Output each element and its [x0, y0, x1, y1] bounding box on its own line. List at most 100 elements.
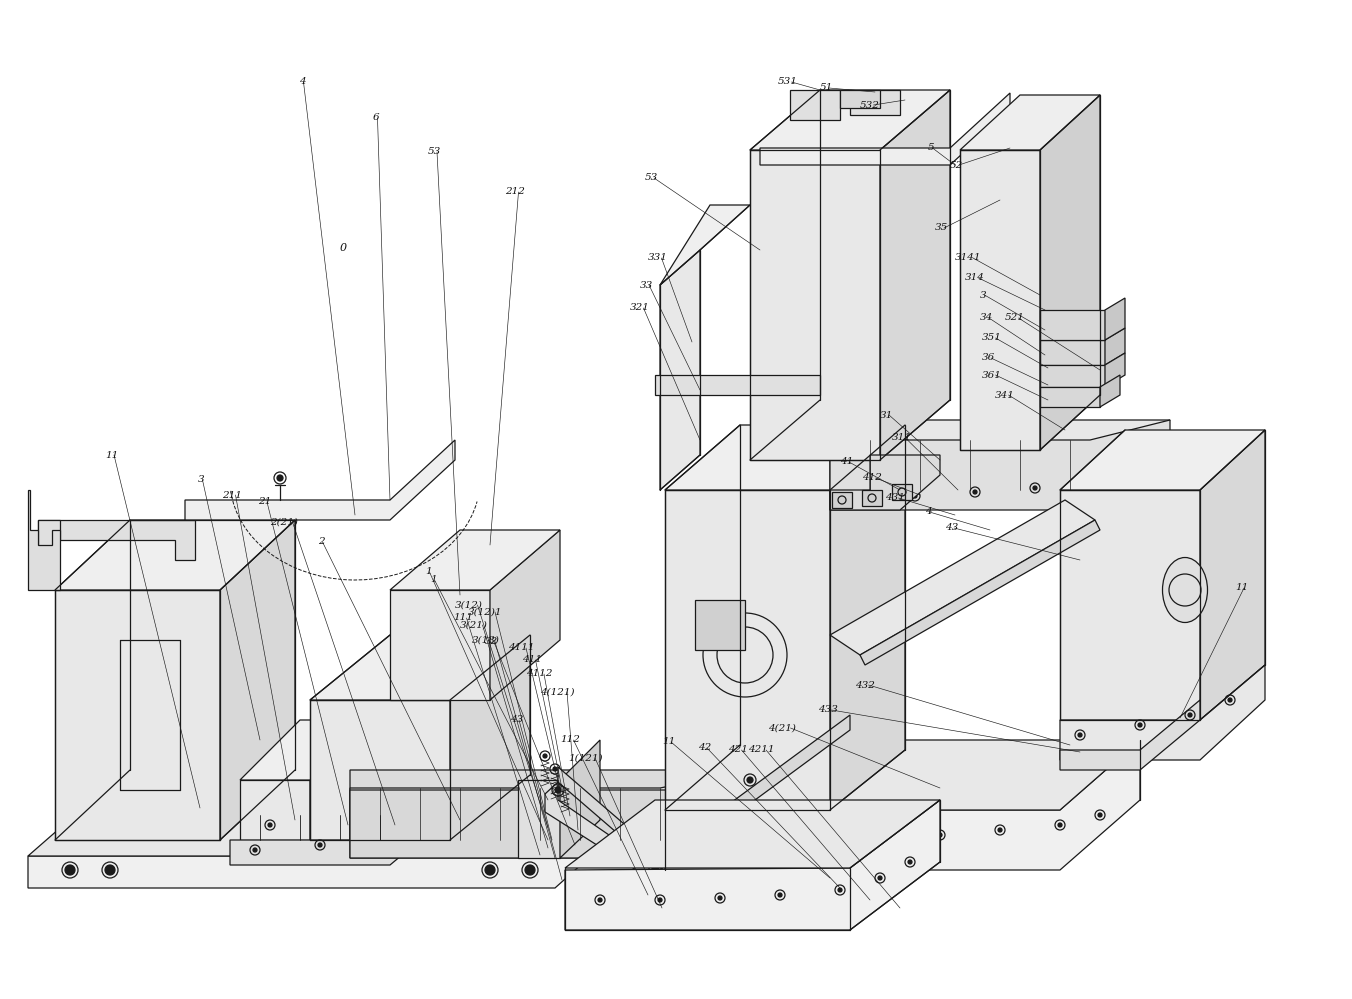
Circle shape	[1109, 462, 1111, 466]
Polygon shape	[55, 520, 295, 590]
Text: 431: 431	[886, 494, 904, 502]
Circle shape	[748, 777, 753, 783]
Polygon shape	[558, 715, 850, 870]
Polygon shape	[830, 500, 1095, 655]
Circle shape	[1088, 476, 1092, 480]
Text: 11: 11	[1234, 583, 1248, 592]
Circle shape	[1138, 448, 1142, 452]
Polygon shape	[1060, 665, 1265, 760]
Circle shape	[1098, 813, 1102, 817]
Polygon shape	[660, 205, 750, 285]
Polygon shape	[1101, 375, 1119, 407]
Text: 1: 1	[425, 567, 431, 576]
Text: 43: 43	[510, 715, 523, 724]
Text: 0: 0	[339, 243, 347, 253]
Polygon shape	[695, 600, 745, 650]
Polygon shape	[489, 530, 560, 700]
Text: 53: 53	[645, 174, 658, 183]
Text: 4(121): 4(121)	[539, 687, 575, 696]
Polygon shape	[830, 455, 940, 510]
Text: 361: 361	[982, 371, 1002, 380]
Circle shape	[1138, 723, 1142, 727]
Polygon shape	[230, 790, 450, 865]
Polygon shape	[518, 780, 560, 858]
Text: 43: 43	[945, 523, 959, 532]
Text: 3(21): 3(21)	[460, 620, 488, 629]
Circle shape	[818, 838, 822, 842]
Text: 211: 211	[222, 491, 242, 500]
Polygon shape	[1105, 353, 1125, 387]
Text: 3(13): 3(13)	[472, 635, 500, 644]
Text: 6: 6	[373, 114, 380, 123]
Text: 411: 411	[522, 655, 542, 664]
Circle shape	[553, 838, 557, 842]
Text: 52: 52	[950, 161, 963, 170]
Text: 32: 32	[485, 637, 499, 646]
Polygon shape	[545, 782, 660, 882]
Text: 1(121): 1(121)	[568, 753, 603, 762]
Polygon shape	[960, 150, 1040, 450]
Polygon shape	[350, 770, 750, 858]
Circle shape	[727, 784, 731, 788]
Circle shape	[553, 767, 557, 771]
Text: 21: 21	[258, 498, 272, 506]
Circle shape	[877, 876, 882, 880]
Polygon shape	[831, 492, 852, 508]
Circle shape	[998, 828, 1002, 832]
Text: 33: 33	[639, 281, 653, 290]
Polygon shape	[55, 590, 220, 840]
Text: 35: 35	[936, 224, 948, 233]
Polygon shape	[790, 90, 840, 120]
Text: 4112: 4112	[526, 669, 553, 678]
Text: 3(12): 3(12)	[456, 600, 483, 609]
Text: 311: 311	[892, 434, 911, 443]
Circle shape	[318, 843, 322, 847]
Polygon shape	[1040, 387, 1101, 407]
Text: 432: 432	[854, 680, 875, 689]
Text: 331: 331	[648, 254, 668, 263]
Circle shape	[65, 865, 74, 875]
Polygon shape	[830, 420, 1169, 510]
Polygon shape	[863, 490, 882, 506]
Polygon shape	[830, 425, 904, 810]
Polygon shape	[850, 90, 900, 115]
Circle shape	[698, 838, 702, 842]
Polygon shape	[389, 530, 560, 590]
Text: 3(12)1: 3(12)1	[468, 607, 503, 616]
Circle shape	[383, 838, 387, 842]
Text: 421: 421	[727, 745, 748, 754]
Polygon shape	[450, 635, 530, 840]
Circle shape	[662, 814, 667, 818]
Polygon shape	[892, 484, 913, 500]
Text: 4111: 4111	[508, 643, 534, 652]
Polygon shape	[654, 375, 821, 395]
Polygon shape	[350, 790, 740, 858]
Circle shape	[612, 834, 617, 838]
Text: 532: 532	[860, 101, 880, 110]
Circle shape	[758, 838, 763, 842]
Polygon shape	[560, 740, 600, 858]
Text: 4211: 4211	[748, 745, 775, 754]
Text: 41: 41	[840, 458, 853, 467]
Circle shape	[544, 754, 548, 758]
Circle shape	[493, 842, 498, 846]
Circle shape	[938, 833, 942, 837]
Text: 351: 351	[982, 334, 1002, 343]
Polygon shape	[1060, 490, 1201, 720]
Polygon shape	[665, 740, 1140, 810]
Circle shape	[913, 494, 917, 498]
Circle shape	[105, 865, 115, 875]
Polygon shape	[310, 720, 370, 840]
Text: 11: 11	[105, 451, 118, 460]
Text: 42: 42	[698, 743, 711, 752]
Circle shape	[268, 823, 272, 827]
Circle shape	[429, 846, 433, 850]
Text: 412: 412	[863, 474, 882, 483]
Polygon shape	[310, 700, 450, 840]
Polygon shape	[38, 520, 195, 560]
Text: 36: 36	[982, 354, 995, 363]
Circle shape	[658, 898, 662, 902]
Circle shape	[368, 850, 372, 854]
Text: 31: 31	[880, 411, 894, 420]
Text: 4: 4	[925, 507, 932, 516]
